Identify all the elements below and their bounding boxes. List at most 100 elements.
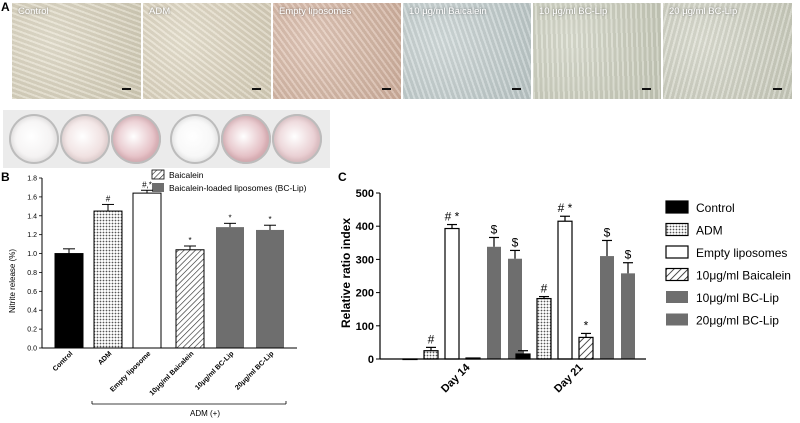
legend-swatch-bc-lip bbox=[152, 183, 164, 192]
bar bbox=[93, 210, 123, 349]
y-tick-label: 1.2 bbox=[27, 232, 37, 239]
bar bbox=[423, 350, 439, 360]
micrograph-label: ADM bbox=[149, 6, 171, 17]
x-category-label: ADM bbox=[97, 350, 113, 366]
significance-mark: * bbox=[584, 318, 589, 332]
legend-swatch bbox=[665, 245, 689, 259]
micrograph-label: 20 μg/ml BC-Lip bbox=[669, 6, 738, 17]
significance-mark: # bbox=[541, 282, 548, 296]
significance-mark: # * bbox=[445, 210, 460, 224]
micrograph: ADM bbox=[143, 3, 271, 99]
adm-group-bracket bbox=[91, 401, 287, 405]
nitrite-release-chart: Baicalein Baicalein-loaded liposomes (BC… bbox=[8, 169, 307, 418]
legend-swatch bbox=[665, 267, 689, 282]
culture-dish-strip bbox=[3, 110, 330, 168]
y-tick-label: 1.0 bbox=[27, 251, 37, 258]
y-tick-label: 0.4 bbox=[27, 308, 37, 315]
bar bbox=[216, 227, 244, 348]
culture-dish bbox=[221, 114, 271, 164]
legend-swatch bbox=[665, 222, 689, 237]
scale-bar bbox=[642, 88, 651, 90]
micrograph-label: 10 μg/ml Baicalein bbox=[409, 6, 487, 17]
y-tick-label: 0.0 bbox=[27, 346, 37, 353]
y-tick-label: 1.6 bbox=[27, 194, 37, 201]
scale-bar bbox=[122, 88, 131, 90]
micrograph-label: 10 μg/ml BC-Lip bbox=[539, 6, 608, 17]
micrograph: 10 μg/ml BC-Lip bbox=[533, 3, 661, 99]
y-axis-label-b: Nitrite release (%) bbox=[8, 249, 17, 313]
bar bbox=[621, 273, 635, 359]
scale-bar bbox=[252, 88, 261, 90]
x-category-label: 20μg/ml BC-Lip bbox=[234, 350, 275, 391]
culture-dish bbox=[111, 114, 161, 164]
bar bbox=[536, 297, 552, 360]
panel-label-a: A bbox=[1, 0, 10, 14]
bar bbox=[175, 249, 205, 349]
culture-dish bbox=[170, 114, 220, 164]
panel-label-b: B bbox=[1, 170, 10, 184]
y-tick-label: 0.2 bbox=[27, 327, 37, 334]
y-tick-label: 400 bbox=[356, 221, 374, 233]
bar bbox=[54, 253, 84, 349]
legend-label: Control bbox=[696, 201, 735, 215]
micrograph: 20 μg/ml BC-Lip bbox=[663, 3, 792, 99]
y-tick-label: 0.8 bbox=[27, 270, 37, 277]
x-category-label: Control bbox=[52, 350, 75, 373]
y-tick-label: 500 bbox=[356, 188, 374, 200]
significance-mark: * bbox=[188, 236, 191, 245]
legend-swatch bbox=[666, 291, 688, 303]
bar bbox=[487, 246, 501, 359]
scale-bar bbox=[512, 88, 521, 90]
micrograph-label: Control bbox=[18, 6, 49, 17]
y-tick-label: 1.8 bbox=[27, 176, 37, 183]
x-category-label: Day 14 bbox=[439, 361, 473, 395]
legend-swatch bbox=[666, 313, 688, 326]
culture-dish bbox=[60, 114, 110, 164]
bar bbox=[256, 229, 284, 348]
x-category-label: Day 21 bbox=[552, 362, 586, 396]
micrograph: Empty liposomes bbox=[273, 3, 401, 99]
bar bbox=[132, 192, 162, 349]
legend-swatch-baicalein bbox=[151, 169, 165, 180]
micrograph-row: Control ADM Empty liposomes 10 μg/ml Baical… bbox=[12, 3, 792, 99]
x-category-label: 10μg/ml Baicalein bbox=[149, 350, 196, 397]
legend-label: 10μg/ml BC-Lip bbox=[696, 291, 779, 305]
bar bbox=[515, 353, 531, 360]
x-category-label: 10μg/ml BC-Lip bbox=[194, 350, 235, 391]
panel-label-c: C bbox=[338, 170, 347, 184]
micrograph-label: Empty liposomes bbox=[279, 6, 352, 17]
legend-label-baicalein: Baicalein bbox=[169, 170, 204, 180]
scale-bar bbox=[382, 88, 391, 90]
legend-label: 20μg/ml BC-Lip bbox=[696, 314, 779, 328]
legend-swatch bbox=[665, 200, 689, 214]
significance-mark: $ bbox=[491, 222, 498, 236]
significance-mark: * bbox=[228, 213, 231, 222]
micrograph: 10 μg/ml Baicalein bbox=[403, 3, 531, 99]
adm-group-label: ADM (+) bbox=[190, 409, 220, 418]
y-tick-label: 1.4 bbox=[27, 213, 37, 220]
legend-b: Baicalein Baicalein-loaded liposomes (BC… bbox=[151, 169, 307, 193]
legend-label: 10μg/ml Baicalein bbox=[696, 269, 791, 283]
x-category-label: Empty liposome bbox=[109, 350, 152, 393]
y-tick-label: 0 bbox=[368, 354, 374, 366]
significance-mark: $ bbox=[512, 235, 519, 249]
bar bbox=[557, 220, 573, 360]
y-tick-label: 100 bbox=[356, 321, 374, 333]
significance-mark: $ bbox=[625, 248, 632, 262]
significance-mark: # bbox=[428, 332, 435, 346]
bar bbox=[600, 256, 614, 359]
y-tick-label: 300 bbox=[356, 254, 374, 266]
significance-mark: $ bbox=[604, 225, 611, 239]
bar bbox=[508, 258, 522, 359]
significance-mark: # * bbox=[558, 201, 573, 215]
bar bbox=[444, 227, 460, 360]
legend-label-bc-lip: Baicalein-loaded liposomes (BC-Lip) bbox=[169, 183, 307, 193]
y-axis-label-c: Relative ratio index bbox=[339, 218, 353, 328]
bar bbox=[578, 336, 594, 360]
y-tick-label: 0.6 bbox=[27, 289, 37, 296]
scale-bar bbox=[773, 88, 782, 90]
significance-mark: #,* bbox=[142, 180, 152, 189]
relative-ratio-chart: Relative ratio index 0 100 200 300 400 500 # #… bbox=[339, 188, 791, 396]
legend-label: Empty liposomes bbox=[696, 246, 787, 260]
legend-label: ADM bbox=[696, 224, 723, 238]
